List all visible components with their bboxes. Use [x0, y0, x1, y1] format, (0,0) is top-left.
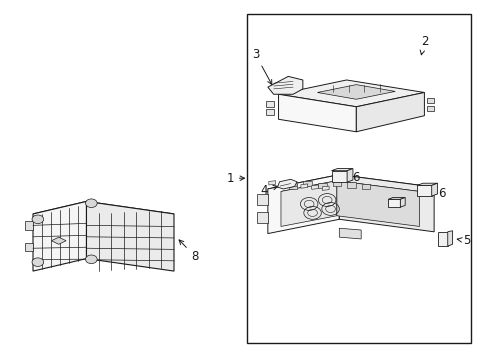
- Polygon shape: [256, 212, 267, 223]
- Polygon shape: [267, 175, 433, 202]
- Polygon shape: [437, 232, 447, 246]
- Circle shape: [32, 258, 43, 266]
- Polygon shape: [288, 184, 297, 189]
- Text: 6: 6: [345, 171, 359, 184]
- Polygon shape: [332, 180, 341, 186]
- Polygon shape: [317, 183, 326, 188]
- Polygon shape: [426, 106, 433, 111]
- Polygon shape: [267, 175, 339, 234]
- Polygon shape: [431, 183, 437, 196]
- Text: 5: 5: [456, 234, 470, 247]
- Polygon shape: [416, 183, 437, 185]
- Circle shape: [85, 199, 97, 207]
- Polygon shape: [331, 168, 352, 171]
- Polygon shape: [277, 179, 296, 189]
- Polygon shape: [281, 181, 336, 226]
- Polygon shape: [268, 181, 275, 185]
- Polygon shape: [322, 186, 328, 190]
- Text: 6: 6: [430, 187, 445, 200]
- Text: 3: 3: [251, 48, 271, 85]
- Polygon shape: [278, 80, 424, 107]
- Polygon shape: [266, 109, 273, 114]
- Polygon shape: [416, 185, 431, 196]
- Polygon shape: [246, 14, 469, 342]
- Polygon shape: [86, 202, 174, 271]
- Text: 2: 2: [419, 35, 427, 55]
- Circle shape: [85, 255, 97, 264]
- Polygon shape: [311, 185, 318, 189]
- Polygon shape: [266, 102, 273, 107]
- Text: 4: 4: [260, 184, 277, 197]
- Polygon shape: [339, 175, 433, 232]
- Polygon shape: [281, 181, 419, 202]
- Polygon shape: [33, 202, 86, 271]
- Polygon shape: [317, 85, 394, 99]
- Polygon shape: [356, 93, 424, 132]
- Polygon shape: [346, 168, 352, 182]
- Polygon shape: [336, 181, 419, 226]
- Polygon shape: [289, 183, 296, 187]
- Polygon shape: [331, 171, 346, 182]
- Polygon shape: [267, 76, 302, 94]
- Polygon shape: [303, 181, 311, 186]
- Polygon shape: [300, 184, 307, 188]
- Polygon shape: [25, 221, 33, 230]
- Polygon shape: [346, 182, 355, 188]
- Text: 7: 7: [400, 201, 415, 214]
- Polygon shape: [33, 202, 174, 226]
- Polygon shape: [400, 198, 405, 207]
- Polygon shape: [387, 198, 405, 199]
- Text: 1: 1: [226, 172, 244, 185]
- Polygon shape: [51, 237, 66, 244]
- Polygon shape: [361, 184, 370, 189]
- Text: 8: 8: [179, 240, 198, 262]
- Circle shape: [32, 215, 43, 224]
- Polygon shape: [278, 94, 356, 132]
- Polygon shape: [426, 98, 433, 103]
- Polygon shape: [447, 231, 452, 246]
- Polygon shape: [339, 228, 361, 239]
- Polygon shape: [256, 194, 267, 205]
- Polygon shape: [279, 182, 286, 186]
- Polygon shape: [387, 199, 400, 207]
- Polygon shape: [25, 243, 33, 251]
